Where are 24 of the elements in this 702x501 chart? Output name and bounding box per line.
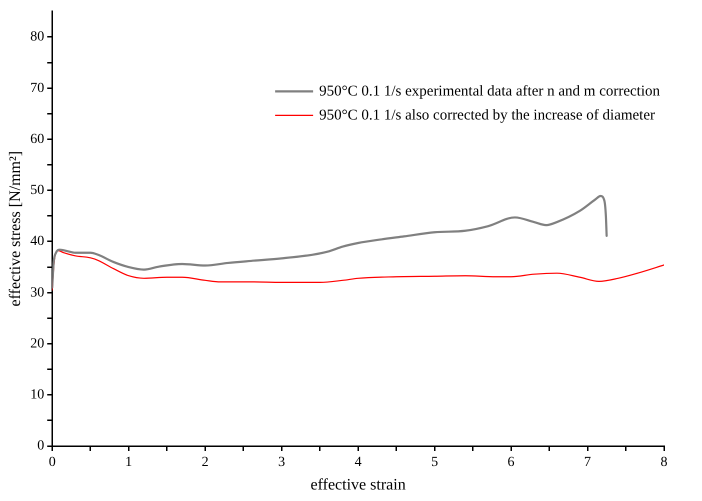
x-tick-label: 8 bbox=[660, 455, 668, 470]
x-tick-label: 2 bbox=[202, 455, 209, 470]
x-tick-label: 7 bbox=[584, 455, 592, 470]
y-tick-label: 60 bbox=[30, 132, 44, 147]
y-tick-label: 80 bbox=[30, 30, 44, 45]
legend-label: 950°C 0.1 1/s also corrected by the increase of diameter bbox=[319, 107, 656, 124]
y-tick-label: 30 bbox=[30, 285, 44, 300]
legend-label: 950°C 0.1 1/s experimental data after n and m correction bbox=[319, 83, 660, 100]
y-tick-label: 0 bbox=[37, 438, 44, 454]
x-tick-label: 3 bbox=[278, 455, 286, 470]
y-tick-label: 50 bbox=[30, 183, 44, 198]
line-series bbox=[52, 250, 664, 291]
y-tick-label: 40 bbox=[30, 234, 44, 250]
x-tick-label: 1 bbox=[125, 455, 132, 470]
y-axis-title: effective stress [N/mm²] bbox=[6, 150, 24, 306]
y-tick-label: 70 bbox=[30, 80, 44, 96]
line-series bbox=[52, 194, 608, 289]
x-tick-label: 5 bbox=[431, 455, 438, 470]
x-tick-label: 6 bbox=[508, 455, 515, 470]
x-tick-label: 4 bbox=[354, 455, 362, 470]
x-axis-title: effective strain bbox=[310, 476, 406, 494]
y-tick-label: 20 bbox=[30, 336, 44, 352]
x-tick-label: 0 bbox=[48, 455, 56, 470]
y-tick-label: 10 bbox=[30, 388, 44, 403]
